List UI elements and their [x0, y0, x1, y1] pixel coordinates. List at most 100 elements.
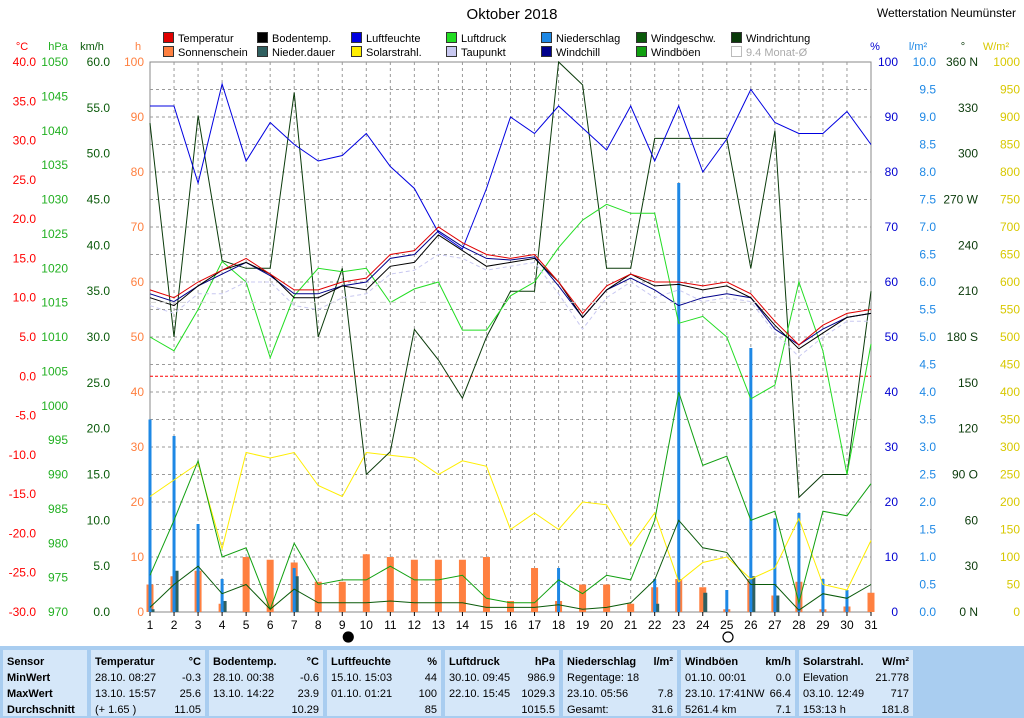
- legend-item: Temperatur: [163, 32, 234, 45]
- sunshine-bar: [458, 559, 466, 612]
- axis-temp-label: 15.0: [13, 251, 37, 265]
- axis-pct-label: 30: [885, 440, 899, 454]
- legend-label: Bodentemp.: [272, 33, 332, 45]
- axis-dir-label: 300: [958, 147, 978, 161]
- stats-cell: MinWert: [7, 672, 51, 684]
- x-tick-label: 22: [648, 618, 662, 632]
- precipitation-bar: [557, 568, 561, 612]
- stats-cell: 5261.4 km: [685, 704, 737, 716]
- stats-cell: 717: [890, 688, 909, 700]
- stats-cell: 15.10. 15:03: [331, 672, 393, 684]
- axis-kmh-label: 10.0: [87, 513, 111, 527]
- stats-cell: 01.10. 00:01: [685, 672, 747, 684]
- axis-hpa-label: 1000: [41, 399, 68, 413]
- axis-hpa-label: 1025: [41, 227, 68, 241]
- axis-kmh-label: 60.0: [87, 55, 111, 69]
- axis-rain-label: 5.5: [919, 303, 936, 317]
- x-tick-label: 27: [768, 618, 782, 632]
- axis-solar-label: 600: [1000, 275, 1020, 289]
- legend-item: Windchill: [541, 46, 600, 59]
- axis-h-label: 40: [131, 385, 145, 399]
- series-line-taupunkt: [149, 253, 871, 358]
- legend-swatch: [731, 32, 742, 43]
- axis-rain-label: 4.5: [919, 358, 936, 372]
- x-tick-label: 28: [792, 618, 806, 632]
- axis-pct-label: 60: [885, 275, 899, 289]
- axis-unit-dir: °: [961, 41, 965, 53]
- axis-h-label: 70: [131, 220, 145, 234]
- precipitation-bar: [725, 590, 729, 612]
- sunshine-bar: [531, 568, 539, 612]
- moon-phase-full-icon: [722, 631, 734, 643]
- axis-kmh-label: 0.0: [93, 605, 110, 619]
- x-tick-label: 19: [576, 618, 590, 632]
- stats-cell: l/m²: [653, 656, 673, 668]
- stats-cell: 23.10. 17:41NW: [685, 688, 765, 700]
- axis-rain-label: 2.0: [919, 495, 936, 509]
- stats-cell: Temperatur: [95, 656, 155, 668]
- legend-swatch: [163, 46, 174, 57]
- stats-cell: Elevation: [803, 672, 849, 684]
- axis-rain-label: 2.5: [919, 468, 936, 482]
- axis-h-label: 30: [131, 440, 145, 454]
- rain-duration-bar: [150, 609, 155, 612]
- x-tick-label: 3: [195, 618, 202, 632]
- stats-cell: °C: [188, 656, 201, 668]
- sunshine-bar: [386, 557, 394, 612]
- x-tick-label: 2: [171, 618, 178, 632]
- rain-duration-bar: [751, 576, 756, 612]
- axis-solar-label: 1000: [993, 55, 1020, 69]
- precipitation-bar: [220, 579, 224, 612]
- axis-kmh-label: 15.0: [87, 468, 111, 482]
- axis-kmh-label: 5.0: [93, 559, 110, 573]
- axis-hpa-label: 1030: [41, 193, 68, 207]
- axis-dir-label: 240: [958, 238, 978, 252]
- axis-hpa-label: 1050: [41, 55, 68, 69]
- stats-cell: Regentage: 18: [567, 672, 640, 684]
- axis-solar-label: 250: [1000, 468, 1020, 482]
- axis-h-label: 50: [131, 330, 145, 344]
- axis-temp-label: -30.0: [9, 605, 37, 619]
- legend-label: Luftfeuchte: [366, 33, 421, 45]
- axis-temp-label: 0.0: [19, 369, 36, 383]
- x-tick-label: 31: [864, 618, 878, 632]
- series-line-luftfeuchte: [150, 82, 872, 250]
- stats-cell: 13.10. 15:57: [95, 688, 157, 700]
- stats-cell: 28.10. 00:38: [213, 672, 275, 684]
- rain-duration-bar: [222, 601, 227, 612]
- legend-label: Solarstrahl.: [366, 47, 422, 59]
- x-tick-label: 24: [696, 618, 710, 632]
- x-tick-label: 15: [480, 618, 494, 632]
- legend-swatch: [351, 32, 362, 43]
- axis-unit-kmh: km/h: [80, 41, 104, 53]
- legend-swatch: [446, 46, 457, 57]
- stats-cell: Windböen: [685, 656, 739, 668]
- axis-temp-label: 20.0: [13, 212, 37, 226]
- axis-rain-label: 9.5: [919, 83, 936, 97]
- x-tick-label: 8: [315, 618, 322, 632]
- axis-solar-label: 0: [1013, 605, 1020, 619]
- x-tick-label: 10: [360, 618, 374, 632]
- stats-cell: 11.05: [174, 704, 201, 716]
- axis-rain-label: 5.0: [919, 330, 936, 344]
- axis-rain-label: 1.0: [919, 550, 936, 564]
- axis-h-label: 0: [137, 605, 144, 619]
- sunshine-bar: [314, 581, 322, 612]
- legend-label: 9.4 Monat-Ø: [746, 47, 808, 59]
- axis-hpa-label: 1005: [41, 364, 68, 378]
- weather-chart: 1 2 3 4 5 6 7 8 9 10 11 12 13 14 15 16 17 18 19 20 21 22 23 24 2…: [9, 41, 1020, 643]
- legend-item: Taupunkt: [446, 46, 506, 59]
- axis-temp-label: -10.0: [9, 448, 37, 462]
- legend-swatch: [636, 32, 647, 43]
- axis-h-label: 90: [131, 110, 145, 124]
- stats-cell: Niederschlag: [567, 656, 637, 668]
- legend-swatch: [257, 32, 268, 43]
- legend-label: Luftdruck: [461, 33, 507, 45]
- axis-kmh-label: 35.0: [87, 284, 111, 298]
- precipitation-bar: [821, 579, 825, 612]
- stats-cell: 23.9: [297, 688, 319, 700]
- legend-label: Windgeschw.: [651, 33, 716, 45]
- series-line-windgeschw-: [149, 519, 872, 611]
- x-tick-label: 14: [456, 618, 470, 632]
- axis-temp-label: 35.0: [13, 94, 37, 108]
